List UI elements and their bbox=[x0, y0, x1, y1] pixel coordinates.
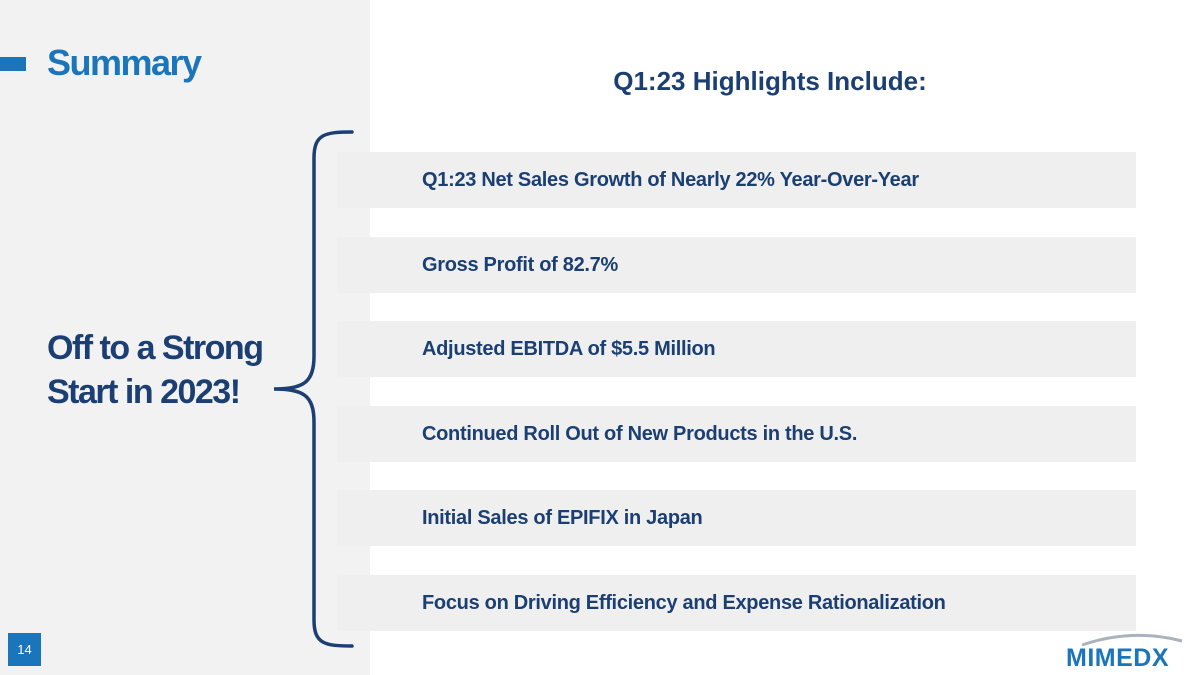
highlight-text: Gross Profit of 82.7% bbox=[422, 253, 618, 276]
highlights-heading: Q1:23 Highlights Include: bbox=[613, 66, 927, 96]
highlight-row: Initial Sales of EPIFIX in Japan bbox=[337, 490, 1136, 546]
highlight-text: Adjusted EBITDA of $5.5 Million bbox=[422, 337, 716, 360]
logo-arc-icon bbox=[1081, 633, 1183, 646]
logo-text: MIMEDX bbox=[1066, 644, 1169, 672]
slide-title: Summary bbox=[47, 42, 202, 83]
highlight-text: Q1:23 Net Sales Growth of Nearly 22% Yea… bbox=[422, 168, 919, 191]
highlight-text: Initial Sales of EPIFIX in Japan bbox=[422, 506, 703, 529]
company-logo: MIMEDX bbox=[1062, 632, 1186, 672]
highlight-row: Continued Roll Out of New Products in th… bbox=[337, 406, 1136, 462]
highlight-text: Focus on Driving Efficiency and Expense … bbox=[422, 591, 946, 614]
highlight-row: Adjusted EBITDA of $5.5 Million bbox=[337, 321, 1136, 377]
highlight-row: Focus on Driving Efficiency and Expense … bbox=[337, 575, 1136, 631]
title-accent-bar bbox=[0, 57, 26, 71]
highlight-row: Gross Profit of 82.7% bbox=[337, 237, 1136, 293]
page-number-badge: 14 bbox=[8, 633, 41, 666]
highlight-text: Continued Roll Out of New Products in th… bbox=[422, 422, 858, 445]
highlight-row: Q1:23 Net Sales Growth of Nearly 22% Yea… bbox=[337, 152, 1136, 208]
left-panel bbox=[0, 0, 370, 675]
tagline: Off to a Strong Start in 2023! bbox=[47, 329, 264, 411]
curly-brace bbox=[273, 130, 354, 648]
